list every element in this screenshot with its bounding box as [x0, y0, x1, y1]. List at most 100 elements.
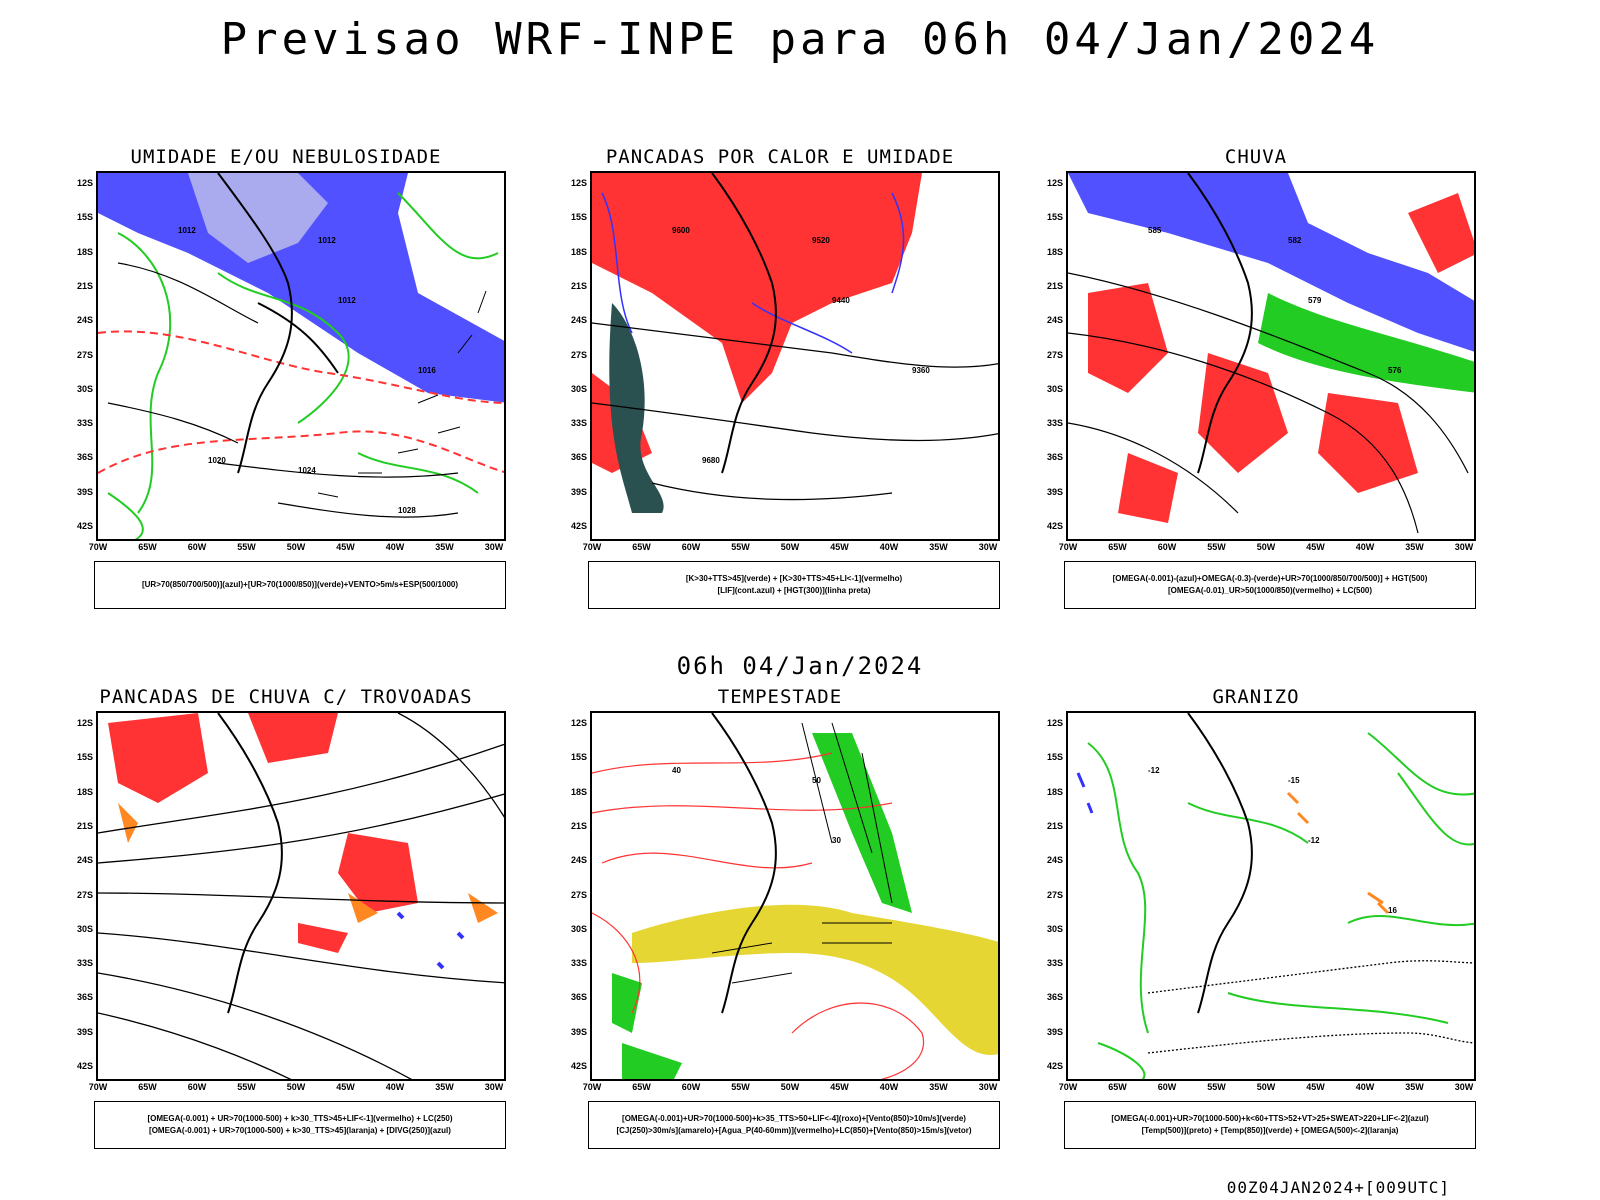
mid-title: 06h 04/Jan/2024	[676, 652, 924, 680]
lon-tick-label: 50W	[780, 1082, 800, 1092]
lon-tick-label: 30W	[484, 542, 504, 552]
legend-line: [LIF](cont.azul) + [HGT(300)](linha pret…	[717, 586, 871, 595]
panel-granizo: GRANIZO 12S 15S 18S 21S 24S 27S 30S 33S 36S 39S 42…	[1036, 686, 1476, 1161]
humidity-green-contours	[107, 192, 499, 539]
lon-tick-label: 35W	[1405, 1082, 1424, 1092]
panel-tempestade: TEMPESTADE 12S 15S 18S 21S 24S 27S 30S 33S 36S 39…	[560, 686, 1000, 1161]
legend-line: [UR>70(850/700/500)](azul)+[UR>70(1000/8…	[141, 580, 459, 589]
panel-legend: [K>30+TTS>45](verde) + [K>30+TTS>45+LI<-…	[588, 561, 1000, 609]
lat-tick-label: 33S	[76, 418, 93, 429]
contour-value-label: 9360	[912, 366, 930, 375]
lon-tick-label: 30W	[484, 1082, 504, 1092]
lon-tick-label: 60W	[681, 542, 701, 552]
lif-blue-contour	[601, 192, 905, 354]
lat-tick-label: 39S	[76, 1026, 93, 1037]
lat-tick-label: 15S	[1046, 212, 1063, 223]
lon-tick-label: 40W	[879, 542, 899, 552]
panel-title: TEMPESTADE	[717, 686, 843, 708]
contour-value-label: 1016	[418, 366, 436, 375]
lon-tick-label: 35W	[929, 1082, 948, 1092]
lat-tick-label: 27S	[570, 889, 587, 900]
contour-value-label: 1028	[398, 506, 416, 515]
lon-tick-label: 65W	[632, 542, 651, 552]
lon-tick-label: 30W	[1454, 542, 1474, 552]
lat-tick-label: 33S	[76, 958, 93, 969]
lat-tick-label: 36S	[570, 992, 587, 1003]
map-svg: 1012 1012 1012 1016 1020 1024 1028	[98, 173, 504, 539]
legend-line: [CJ(250)>30m/s](amarelo)+[Agua_P(40-60mm…	[616, 1126, 972, 1135]
lon-tick-label: 30W	[978, 542, 998, 552]
lon-tick-label: 55W	[731, 542, 750, 552]
lat-tick-label: 39S	[570, 1026, 587, 1037]
lat-tick-label: 15S	[76, 752, 93, 763]
map-area	[96, 711, 506, 1081]
contour-value-label: 585	[1148, 226, 1162, 235]
lat-tick-label: 21S	[1046, 280, 1063, 291]
contour-value-label: 30	[832, 836, 841, 845]
contour-value-label: 1020	[208, 456, 226, 465]
panel-pancadas-calor: PANCADAS POR CALOR E UMIDADE 12S 15S 18S 21…	[560, 146, 1000, 621]
lon-tick-label: 70W	[582, 1082, 602, 1092]
omega-green-region	[1258, 293, 1474, 393]
contour-value-label: 1012	[338, 296, 356, 305]
lat-tick-label: 15S	[570, 212, 587, 223]
lon-tick-label: 55W	[1207, 542, 1226, 552]
panel-title: UMIDADE E/OU NEBULOSIDADE	[130, 146, 442, 168]
hail-blue-patches	[1076, 772, 1094, 814]
contour-value-label: 1012	[318, 236, 336, 245]
lat-tick-label: 42S	[1046, 1061, 1063, 1071]
lat-tick-label: 24S	[76, 855, 93, 866]
lon-tick-label: 70W	[88, 542, 108, 552]
lat-axis: 12S 15S 18S 21S 24S 27S 30S 33S 36S 39S 42S	[1036, 171, 1066, 541]
panel-umidade: UMIDADE E/OU NEBULOSIDADE 12S 15S 18S 21S 24…	[66, 146, 506, 621]
lat-tick-label: 42S	[76, 521, 93, 531]
lon-tick-label: 65W	[632, 1082, 651, 1092]
lat-tick-label: 36S	[76, 452, 93, 463]
main-title: Previsao WRF-INPE para 06h 04/Jan/2024	[220, 14, 1380, 65]
lon-tick-label: 65W	[1108, 542, 1127, 552]
panel-legend: [OMEGA(-0.001) + UR>70(1000-500) + k>30_…	[94, 1101, 506, 1149]
contour-value-label: 576	[1388, 366, 1402, 375]
humidity-blue-region	[98, 173, 504, 403]
panel-pancadas-trovoadas: PANCADAS DE CHUVA C/ TROVOADAS 12S 15S 18S…	[66, 686, 506, 1161]
map-area: -12 -15 -12 16	[1066, 711, 1476, 1081]
legend-line: [OMEGA(-0.01)_UR>50(1000/850)(vermelho) …	[1167, 586, 1373, 595]
lon-tick-label: 35W	[435, 542, 454, 552]
lon-tick-label: 40W	[385, 542, 405, 552]
lat-tick-label: 21S	[570, 820, 587, 831]
lat-tick-label: 18S	[1046, 786, 1063, 797]
map-svg: 9600 9520 9440 9360 9680	[592, 173, 998, 513]
omega-blue-region	[1068, 173, 1474, 352]
panel-title: PANCADAS POR CALOR E UMIDADE	[605, 146, 955, 168]
panel-chuva: CHUVA 12S 15S 18S 21S 24S 27S 30S 33S 36S 39S 42S …	[1036, 146, 1476, 621]
lat-tick-label: 27S	[570, 349, 587, 360]
lat-tick-label: 33S	[570, 418, 587, 429]
storm-red-patches	[108, 713, 418, 953]
panel-title: PANCADAS DE CHUVA C/ TROVOADAS	[99, 686, 473, 708]
lat-tick-label: 36S	[1046, 452, 1063, 463]
instability-red-region	[592, 173, 922, 403]
map-svg	[98, 713, 504, 1079]
contour-value-label: 1012	[178, 226, 196, 235]
lat-tick-label: 15S	[1046, 752, 1063, 763]
lat-tick-label: 15S	[570, 752, 587, 763]
lat-tick-label: 39S	[1046, 1026, 1063, 1037]
streamlines	[98, 713, 504, 1079]
legend-line: [OMEGA(-0.001) + UR>70(1000-500) + k>30_…	[149, 1126, 451, 1135]
lat-tick-label: 15S	[76, 212, 93, 223]
coastline	[217, 713, 283, 1014]
precip-water-red-contours	[592, 752, 925, 1079]
humidity-light-region	[188, 173, 328, 263]
wind-vectors	[711, 722, 893, 984]
temp850-green-contours	[1087, 732, 1474, 1079]
lon-tick-label: 50W	[286, 542, 306, 552]
lat-tick-label: 42S	[570, 1061, 587, 1071]
lat-tick-label: 12S	[570, 718, 587, 728]
lat-tick-label: 30S	[76, 383, 93, 394]
map-area: 1012 1012 1012 1016 1020 1024 1028	[96, 171, 506, 541]
lon-tick-label: 60W	[187, 1082, 207, 1092]
legend-line: [Temp(500)](preto) + [Temp(850)](verde) …	[1141, 1126, 1399, 1135]
lat-tick-label: 24S	[76, 315, 93, 326]
lon-tick-label: 60W	[681, 1082, 701, 1092]
lon-tick-label: 40W	[385, 1082, 405, 1092]
